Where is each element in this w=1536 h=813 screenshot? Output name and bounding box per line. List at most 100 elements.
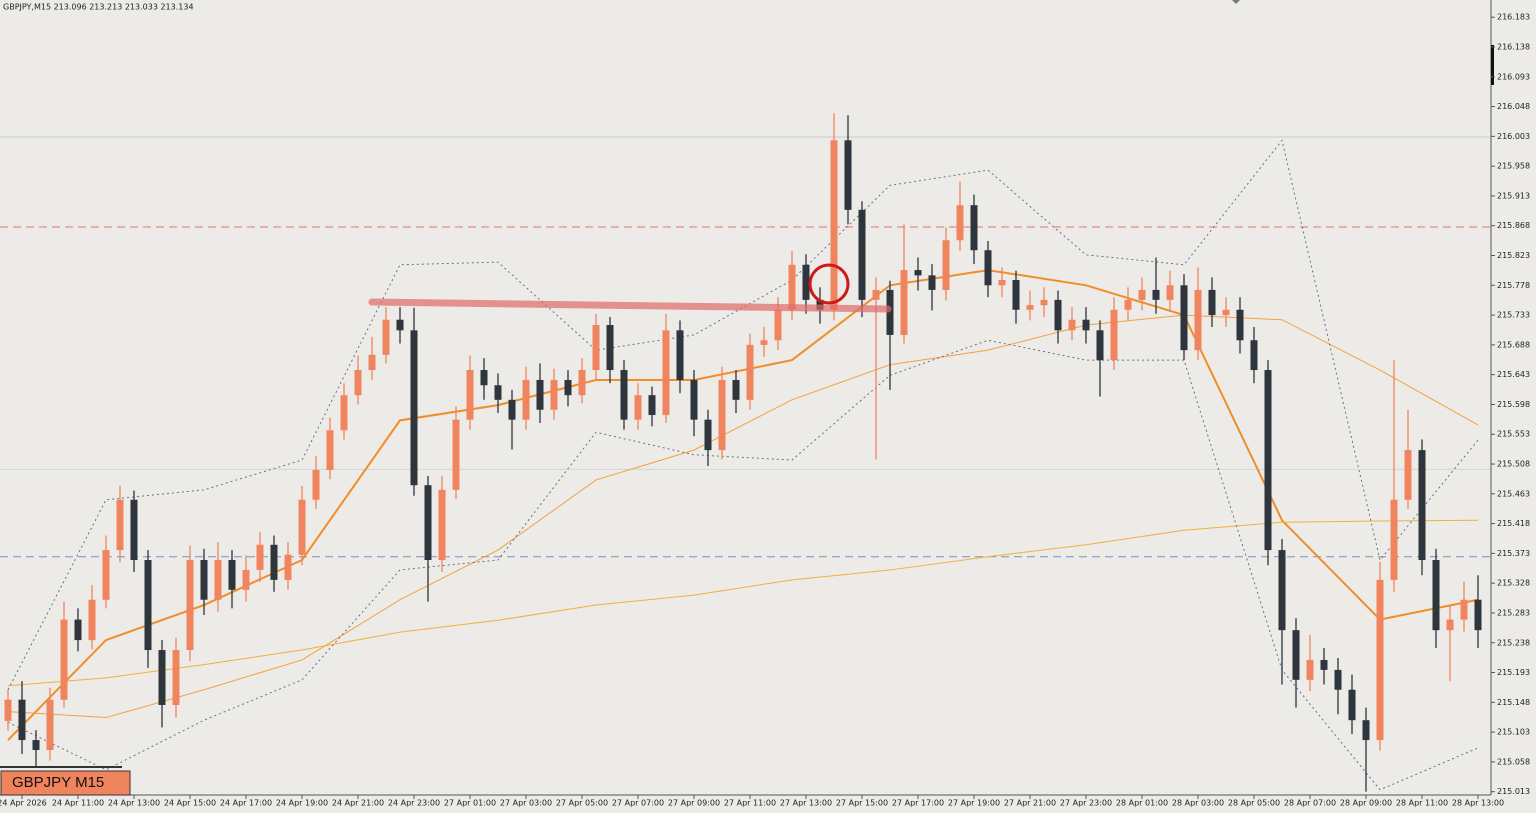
candle-body: [746, 344, 754, 400]
candle-body: [1306, 659, 1314, 680]
candle-body: [284, 554, 292, 580]
candle-body: [144, 560, 152, 651]
candle-body: [200, 560, 208, 600]
candle-body: [4, 699, 12, 721]
candle-body: [676, 330, 684, 380]
candle-body: [1082, 319, 1090, 331]
indicator-line: [7, 519, 1479, 687]
indicator-line: [7, 314, 1479, 719]
candle-body: [74, 619, 82, 641]
candle-body: [522, 379, 530, 420]
candle-body: [1460, 599, 1468, 620]
candle-body: [1026, 305, 1034, 310]
candle-body: [1152, 289, 1160, 300]
candle-body: [1222, 309, 1230, 316]
x-tick-label: 24 Apr 17:00: [220, 799, 272, 808]
candle-body: [382, 319, 390, 355]
candle-body: [1054, 299, 1062, 331]
candle-body: [550, 379, 558, 410]
candle-body: [956, 205, 964, 241]
y-tick-label: 216.093: [1497, 72, 1530, 81]
candle-body: [1124, 299, 1132, 310]
y-tick-label: 215.643: [1497, 370, 1530, 379]
candle-body: [1138, 289, 1146, 300]
candle-body: [1236, 309, 1244, 341]
candle-body: [18, 699, 26, 741]
y-tick-label: 215.868: [1497, 221, 1530, 230]
candle-body: [536, 379, 544, 410]
candle-body: [886, 289, 894, 335]
symbol-label: GBPJPY M15: [12, 774, 104, 791]
candle-body: [1264, 370, 1272, 551]
candle-body: [998, 280, 1006, 286]
x-tick-label: 27 Apr 07:00: [612, 799, 664, 808]
plot-area: [0, 113, 1491, 792]
x-tick-label: 28 Apr 01:00: [1116, 799, 1168, 808]
candle-body: [270, 544, 278, 580]
candle-body: [32, 740, 40, 750]
candle-body: [116, 499, 124, 551]
candle-body: [1040, 299, 1048, 306]
candle-body: [396, 319, 404, 331]
candle-body: [494, 385, 502, 400]
candle-body: [158, 650, 166, 705]
candle-body: [1390, 499, 1398, 580]
y-tick-label: 215.913: [1497, 191, 1530, 200]
y-tick-label: 216.183: [1497, 13, 1530, 22]
candle-body: [410, 330, 418, 486]
x-tick-label: 27 Apr 01:00: [444, 799, 496, 808]
candle-body: [788, 264, 796, 310]
x-tick-label: 28 Apr 05:00: [1228, 799, 1280, 808]
y-tick-label: 215.508: [1497, 460, 1530, 469]
candle-body: [1208, 289, 1216, 316]
candle-body: [970, 205, 978, 251]
y-tick-label: 215.238: [1497, 638, 1530, 647]
x-tick-label: 27 Apr 17:00: [892, 799, 944, 808]
candle-body: [578, 370, 586, 396]
y-tick-label: 216.138: [1497, 42, 1530, 51]
candle-body: [1012, 280, 1020, 310]
y-tick-label: 215.823: [1497, 251, 1530, 260]
candle-body: [634, 395, 642, 420]
price-marker: [1491, 45, 1494, 85]
candle-body: [340, 395, 348, 431]
candle-body: [1418, 450, 1426, 561]
candle-body: [256, 544, 264, 570]
scroll-marker: [1232, 0, 1240, 4]
y-tick-label: 215.103: [1497, 728, 1530, 737]
candle-body: [130, 499, 138, 561]
x-tick-label: 24 Apr 2026: [0, 799, 47, 808]
candle-body: [46, 699, 54, 750]
candle-body: [914, 270, 922, 276]
candle-body: [1278, 550, 1286, 631]
x-tick-label: 27 Apr 21:00: [1004, 799, 1056, 808]
candle-body: [214, 560, 222, 600]
drawn-circle: [808, 263, 850, 305]
candle-body: [466, 370, 474, 420]
chart-title: GBPJPY,M15 213.096 213.213 213.033 213.1…: [3, 3, 194, 12]
indicator-line: [7, 339, 1479, 791]
candle-body: [1432, 560, 1440, 631]
candle-body: [508, 399, 516, 420]
y-tick-label: 215.733: [1497, 311, 1530, 320]
y-tick-label: 216.003: [1497, 132, 1530, 141]
candle-body: [1166, 285, 1174, 300]
candle-body: [1068, 319, 1076, 331]
y-tick-label: 215.328: [1497, 579, 1530, 588]
y-tick-label: 215.148: [1497, 698, 1530, 707]
candle-body: [298, 499, 306, 555]
drawn-level: [368, 298, 892, 313]
candle-body: [648, 395, 656, 416]
candle-body: [1292, 630, 1300, 680]
candle-body: [1180, 285, 1188, 351]
candle-body: [690, 379, 698, 420]
candle-body: [1110, 309, 1118, 361]
y-tick-label: 215.058: [1497, 757, 1530, 766]
y-tick-label: 216.048: [1497, 102, 1530, 111]
candle-body: [830, 140, 838, 310]
candle-body: [368, 354, 376, 371]
candle-body: [872, 289, 880, 300]
